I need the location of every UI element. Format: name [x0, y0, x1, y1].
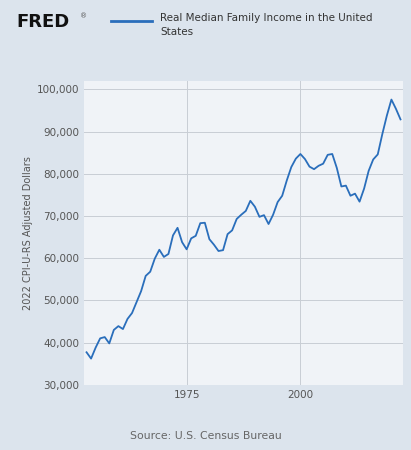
Y-axis label: 2022 CPI-U-RS Adjusted Dollars: 2022 CPI-U-RS Adjusted Dollars	[23, 156, 33, 310]
Text: ®: ®	[80, 14, 87, 19]
Text: Source: U.S. Census Bureau: Source: U.S. Census Bureau	[129, 431, 282, 441]
Text: Real Median Family Income in the United
States: Real Median Family Income in the United …	[160, 14, 373, 36]
Text: FRED: FRED	[16, 14, 70, 32]
